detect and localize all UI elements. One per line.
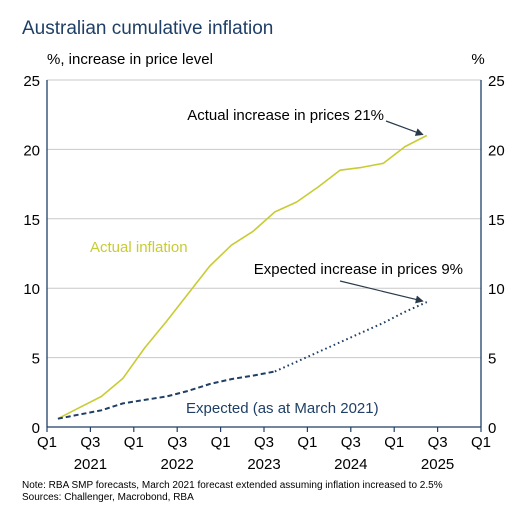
year-label: 2023 [247, 456, 280, 473]
x-tick-label: Q3 [254, 434, 274, 451]
series-label-expected: Expected (as at March 2021) [186, 400, 379, 417]
y-axis-label-left: %, increase in price level [47, 51, 213, 68]
y-tick-label-right: 25 [488, 73, 505, 90]
year-label: 2021 [74, 456, 107, 473]
chart-title: Australian cumulative inflation [22, 18, 274, 39]
x-tick-label: Q1 [211, 434, 231, 451]
annotations: Actual increase in prices 21% Expected in… [90, 107, 463, 417]
x-tick-label: Q1 [384, 434, 404, 451]
series-expected-dotted [274, 301, 428, 373]
x-tick-label: Q3 [428, 434, 448, 451]
year-label: 2025 [421, 456, 454, 473]
x-tick-label: Q3 [167, 434, 187, 451]
x-tick-label: Q3 [341, 434, 361, 451]
series-label-actual: Actual inflation [90, 239, 188, 256]
y-tick-label-left: 5 [32, 351, 40, 368]
series-actual-line [57, 134, 428, 420]
y-axis-label-right: % [471, 51, 484, 68]
annotation-actual-increase: Actual increase in prices 21% [187, 107, 384, 124]
y-tick-label-right: 20 [488, 142, 505, 159]
y-tick-label-left: 15 [23, 212, 40, 229]
x-tick-label: Q1 [124, 434, 144, 451]
y-tick-label-left: 0 [32, 420, 40, 437]
y-tick-label-right: 0 [488, 420, 496, 437]
series-lines [57, 134, 428, 420]
year-label: 2022 [161, 456, 194, 473]
year-label: 2024 [334, 456, 367, 473]
series-expected-dashed [57, 370, 276, 420]
y-tick-label-right: 5 [488, 351, 496, 368]
x-tick-label: Q1 [297, 434, 317, 451]
annotation-expected-increase: Expected increase in prices 9% [254, 261, 463, 278]
y-tick-label-left: 25 [23, 73, 40, 90]
annotation-arrow-actual [385, 120, 424, 136]
axes [46, 80, 482, 432]
x-tick-label: Q3 [80, 434, 100, 451]
x-tick-label: Q1 [471, 434, 491, 451]
sources-note: Sources: Challenger, Macrobond, RBA [22, 492, 194, 503]
x-tick-label: Q1 [37, 434, 57, 451]
y-tick-label-right: 10 [488, 281, 505, 298]
annotation-arrow-expected [339, 280, 424, 304]
y-tick-label-left: 10 [23, 281, 40, 298]
y-tick-label-right: 15 [488, 212, 505, 229]
grid-lines [47, 79, 481, 359]
footnote: Note: RBA SMP forecasts, March 2021 fore… [22, 480, 443, 491]
y-tick-label-left: 20 [23, 142, 40, 159]
